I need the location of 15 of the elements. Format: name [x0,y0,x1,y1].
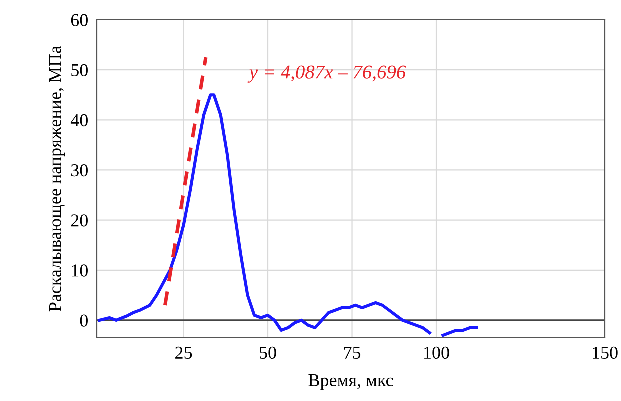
y-tick-label: 20 [71,214,88,227]
y-tick-label: 10 [72,264,88,277]
x-tick-label: 50 [260,346,276,360]
y-tick-label: 0 [80,314,88,327]
x-tick-label: 150 [593,346,618,360]
y-tick-label: 60 [71,14,88,26]
y-tick-label: 50 [72,64,88,77]
y-axis-title: Раскалывающее напряжение, МПа [49,46,66,312]
x-tick-label: 25 [176,346,192,360]
x-axis-title: Время, мкс [308,374,394,390]
x-tick-label: 75 [344,347,361,360]
annotation: y = 4,087x – 76,696 [248,66,406,83]
x-tick-label: 100 [424,346,450,360]
y-tick-label: 30 [71,164,88,177]
y-tick-label: 40 [70,114,88,127]
